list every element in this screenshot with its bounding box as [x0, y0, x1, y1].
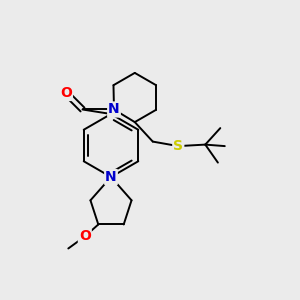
- Text: N: N: [108, 103, 120, 116]
- Text: O: O: [79, 230, 91, 244]
- Text: N: N: [105, 170, 117, 184]
- Text: O: O: [60, 86, 72, 100]
- Text: S: S: [173, 139, 183, 153]
